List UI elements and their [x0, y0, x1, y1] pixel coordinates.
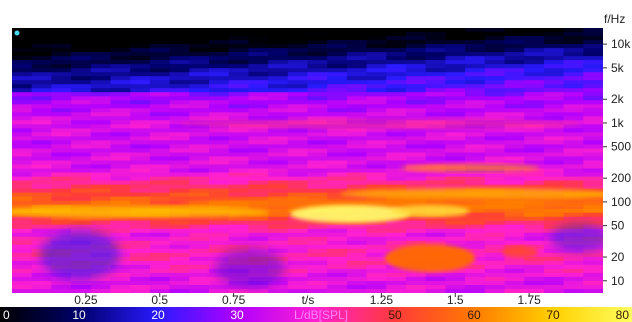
y-tick-label: 10	[611, 274, 625, 288]
colorbar-tick-label: 10	[72, 308, 86, 322]
colorbar: 0 10 20 30 50 60 70 80 L/dB[SPL]	[0, 307, 632, 322]
time-axis: 0.25 0.5 0.75 1.25 1.5 1.75	[74, 293, 541, 307]
colorbar-tick-label: 50	[388, 308, 402, 322]
colorbar-tick-label: 30	[230, 308, 244, 322]
x-tick-label: 1.5	[447, 293, 464, 307]
y-tick-label: 200	[611, 171, 631, 185]
colorbar-gradient	[0, 307, 632, 322]
colorbar-tick-label: 0	[3, 308, 10, 322]
x-tick-label: 0.25	[74, 293, 98, 307]
colorbar-tick-label: 70	[546, 308, 560, 322]
y-tick-label: 100	[611, 195, 631, 209]
spectrogram-plot-area	[12, 28, 603, 293]
frequency-axis: 10k 5k 2k 1k 500 200 100 50 20 10	[603, 37, 631, 288]
y-tick-label: 1k	[611, 116, 625, 130]
colorbar-tick-label: 80	[616, 308, 630, 322]
colorbar-tick-label: 60	[467, 308, 481, 322]
y-axis-title: f/Hz	[604, 12, 625, 26]
x-tick-label: 0.5	[151, 293, 168, 307]
x-tick-label: 0.75	[222, 293, 246, 307]
y-tick-label: 20	[611, 250, 625, 264]
colorbar-label: L/dB[SPL]	[294, 308, 348, 322]
x-tick-label: 1.75	[517, 293, 541, 307]
x-axis-title: t/s	[302, 293, 315, 307]
y-tick-label: 10k	[611, 37, 631, 51]
y-tick-label: 5k	[611, 61, 625, 75]
y-tick-label: 500	[611, 140, 631, 154]
y-tick-label: 2k	[611, 92, 625, 106]
x-tick-label: 1.25	[370, 293, 394, 307]
y-tick-label: 50	[611, 219, 625, 233]
colorbar-tick-label: 20	[151, 308, 165, 322]
